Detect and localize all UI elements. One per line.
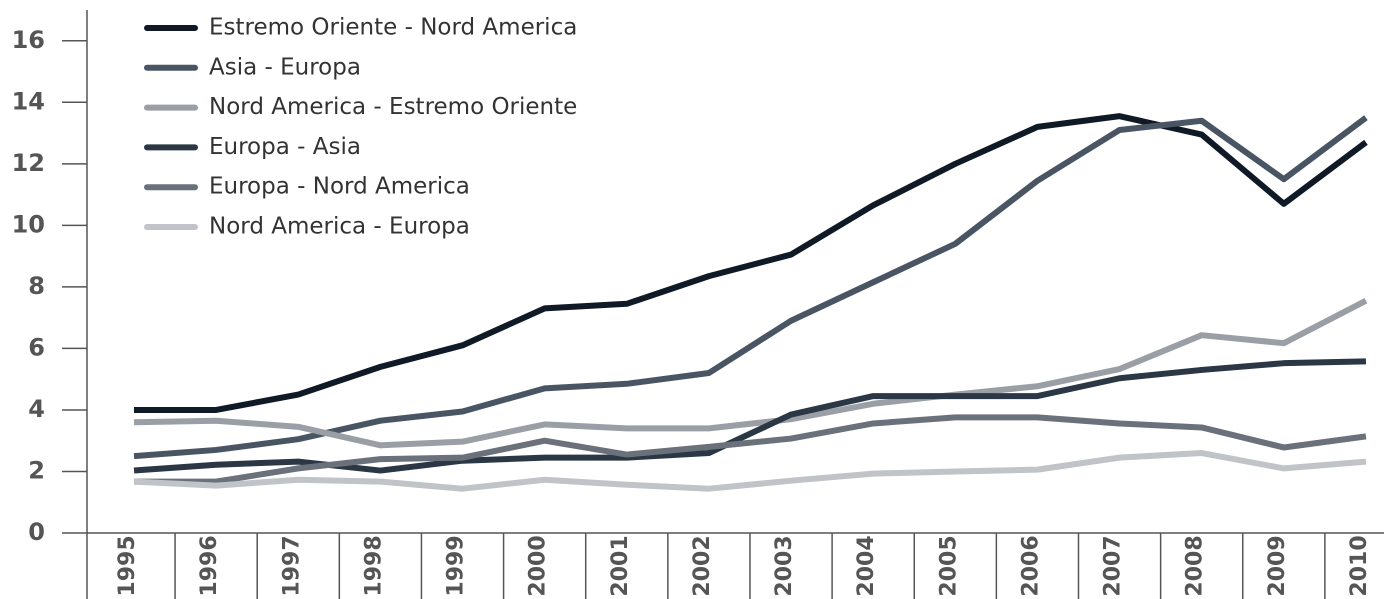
y-tick-label: 4 [28, 395, 45, 423]
x-tick-label: 1999 [444, 535, 469, 596]
series-line [133, 450, 1367, 492]
x-tick-label: 2010 [1347, 535, 1372, 596]
series-line [134, 113, 1368, 413]
x-tick-label: 1996 [197, 535, 222, 596]
series-line [134, 414, 1367, 485]
x-tick-label: 2000 [526, 535, 551, 596]
legend-label: Europa - Nord America [209, 174, 470, 200]
x-tick-label: 2007 [1101, 535, 1126, 596]
legend-label: Europa - Asia [209, 134, 361, 160]
series-line [133, 115, 1368, 460]
y-tick-label: 0 [28, 518, 45, 546]
y-tick-label: 10 [12, 210, 45, 238]
x-tick-label: 2004 [854, 535, 879, 596]
y-tick-label: 2 [28, 456, 45, 484]
y-tick-label: 8 [28, 272, 45, 300]
x-tick-label: 1998 [361, 535, 386, 596]
y-tick-label: 14 [12, 87, 45, 115]
x-tick-label: 2005 [936, 535, 961, 596]
y-tick-label: 12 [12, 149, 45, 177]
x-tick-label: 2001 [608, 535, 633, 596]
legend-label: Nord America - Estremo Oriente [209, 94, 577, 120]
series-line [133, 298, 1368, 449]
x-tick-label: 1997 [279, 535, 304, 596]
x-tick-label: 2002 [690, 535, 715, 596]
y-tick-label: 16 [12, 26, 45, 54]
x-tick-label: 2003 [772, 535, 797, 596]
x-tick-label: 2008 [1183, 535, 1208, 596]
y-tick-label: 6 [28, 333, 45, 361]
legend-label: Estremo Oriente - Nord America [209, 15, 577, 41]
x-tick-label: 2006 [1018, 535, 1043, 596]
legend-label: Asia - Europa [209, 54, 361, 80]
x-tick-label: 2009 [1265, 535, 1290, 596]
legend-label: Nord America - Europa [209, 214, 470, 240]
x-tick-label: 1995 [115, 535, 140, 596]
